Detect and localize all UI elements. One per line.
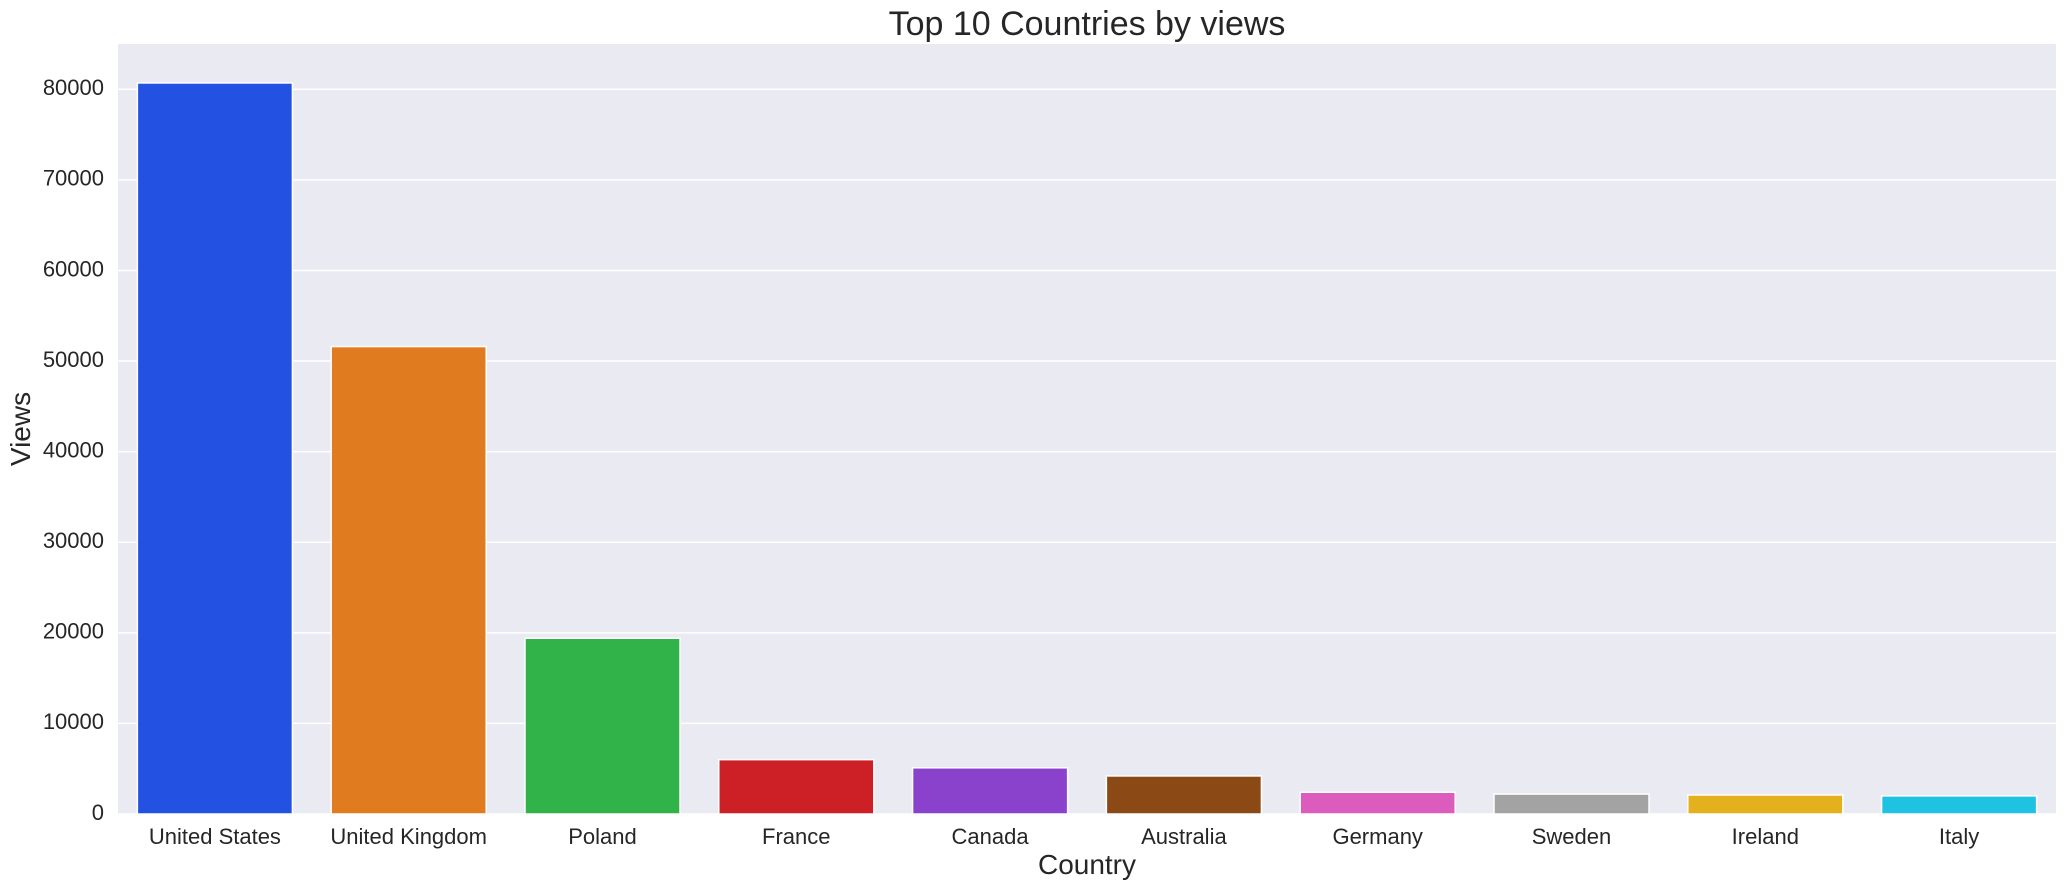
- x-tick-label: Italy: [1939, 824, 1979, 849]
- bar: [136, 82, 294, 815]
- x-tick-label: Germany: [1332, 824, 1422, 849]
- bar: [911, 767, 1069, 815]
- y-tick-label: 30000: [43, 528, 104, 553]
- y-tick-label: 80000: [43, 75, 104, 100]
- bar: [1299, 791, 1456, 815]
- y-axis-ticks: 0 10000 20000 30000 40000 50000 60000 70000 8000…: [43, 75, 104, 825]
- bar: [330, 345, 487, 815]
- x-tick-label: United States: [149, 824, 281, 849]
- x-axis-ticks: United States United Kingdom Poland France C…: [149, 824, 1979, 849]
- y-tick-label: 0: [92, 800, 104, 825]
- x-tick-label: Sweden: [1532, 824, 1612, 849]
- x-tick-label: Poland: [568, 824, 637, 849]
- x-axis-title: Country: [1038, 849, 1136, 880]
- y-axis-title: Views: [5, 392, 36, 466]
- bar: [1880, 795, 2038, 815]
- bar: [1687, 794, 1844, 815]
- bar: [718, 758, 875, 815]
- x-tick-label: Australia: [1141, 824, 1227, 849]
- y-tick-label: 70000: [43, 166, 104, 191]
- y-tick-label: 20000: [43, 619, 104, 644]
- y-tick-label: 40000: [43, 437, 104, 462]
- bar: [524, 637, 681, 815]
- x-tick-label: United Kingdom: [330, 824, 487, 849]
- x-tick-label: France: [762, 824, 830, 849]
- y-tick-label: 60000: [43, 256, 104, 281]
- bars: [136, 82, 2038, 815]
- x-tick-label: Canada: [952, 824, 1030, 849]
- x-tick-label: Ireland: [1732, 824, 1799, 849]
- bar: [1493, 793, 1650, 815]
- chart-title: Top 10 Countries by views: [889, 5, 1286, 43]
- y-tick-label: 50000: [43, 347, 104, 372]
- bar: [1105, 775, 1263, 815]
- y-tick-label: 10000: [43, 709, 104, 734]
